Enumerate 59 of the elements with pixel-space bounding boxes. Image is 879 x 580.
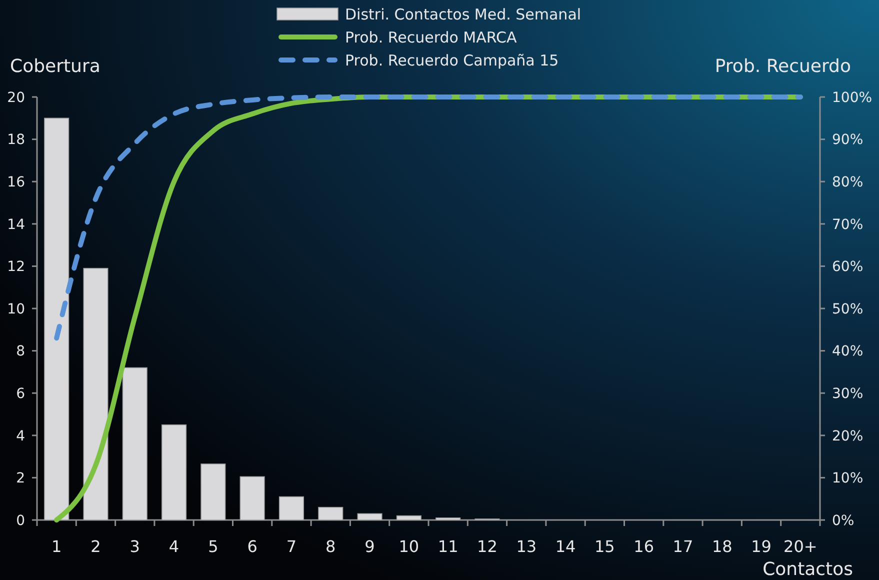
y-tick-label: 20 (7, 90, 25, 106)
bar (161, 424, 187, 520)
legend-label: Distri. Contactos Med. Semanal (345, 5, 582, 24)
y2-tick-label: 10% (832, 470, 864, 487)
bar (122, 367, 148, 520)
x-tick-label: 19 (751, 537, 772, 556)
y-tick-label: 4 (16, 428, 26, 444)
legend-label: Prob. Recuerdo Campaña 15 (345, 51, 559, 70)
bar (278, 496, 304, 520)
y2-tick-label: 100% (832, 90, 872, 106)
y-tick-label: 16 (7, 174, 26, 190)
bar (357, 513, 382, 520)
y2-tick-label: 20% (832, 428, 864, 444)
x-tick-label: 6 (247, 537, 258, 556)
x-tick-label: 12 (477, 537, 498, 556)
x-tick-label: 8 (326, 537, 336, 556)
bar (240, 476, 265, 520)
x-axis-title: Contactos (762, 559, 853, 580)
y2-axis-title: Prob. Recuerdo (714, 56, 851, 77)
bar (200, 464, 226, 520)
y-tick-label: 14 (7, 216, 26, 233)
x-tick-label: 7 (286, 537, 297, 556)
y-tick-label: 12 (7, 259, 25, 276)
x-tick-label: 11 (438, 537, 458, 556)
x-tick-label: 15 (594, 537, 615, 556)
x-tick-label: 14 (555, 537, 576, 556)
x-tick-label: 20+ (784, 537, 818, 556)
bar (83, 268, 108, 520)
y2-tick-label: 90% (832, 132, 864, 148)
y2-tick-label: 40% (832, 344, 864, 360)
bar (436, 517, 461, 520)
y2-tick-label: 50% (832, 301, 864, 318)
legend-label: Prob. Recuerdo MARCA (345, 28, 518, 46)
bar (396, 515, 422, 520)
bar (44, 118, 70, 520)
y-tick-label: 8 (16, 344, 25, 360)
x-tick-label: 5 (208, 537, 218, 556)
y-tick-label: 18 (7, 132, 25, 148)
y-tick-label: 6 (16, 386, 26, 402)
x-tick-label: 9 (364, 537, 375, 556)
x-tick-label: 16 (634, 537, 654, 556)
x-tick-label: 1 (51, 537, 62, 556)
y2-tick-label: 80% (832, 174, 864, 190)
x-tick-label: 4 (168, 537, 180, 556)
x-tick-label: 18 (712, 537, 732, 556)
x-tick-label: 10 (398, 537, 420, 556)
y-tick-label: 10 (7, 301, 25, 318)
x-tick-label: 3 (130, 537, 140, 556)
y-axis-title: Cobertura (10, 56, 100, 77)
y-tick-label: 2 (16, 470, 25, 487)
x-tick-label: 17 (672, 537, 694, 556)
x-tick-label: 2 (90, 537, 101, 556)
y2-tick-label: 0% (832, 512, 854, 529)
bar (318, 506, 344, 520)
y-tick-label: 0 (16, 512, 25, 529)
x-tick-label: 13 (516, 537, 537, 556)
y2-tick-label: 30% (832, 386, 864, 402)
y2-tick-label: 70% (832, 216, 864, 233)
y2-tick-label: 60% (832, 259, 864, 276)
